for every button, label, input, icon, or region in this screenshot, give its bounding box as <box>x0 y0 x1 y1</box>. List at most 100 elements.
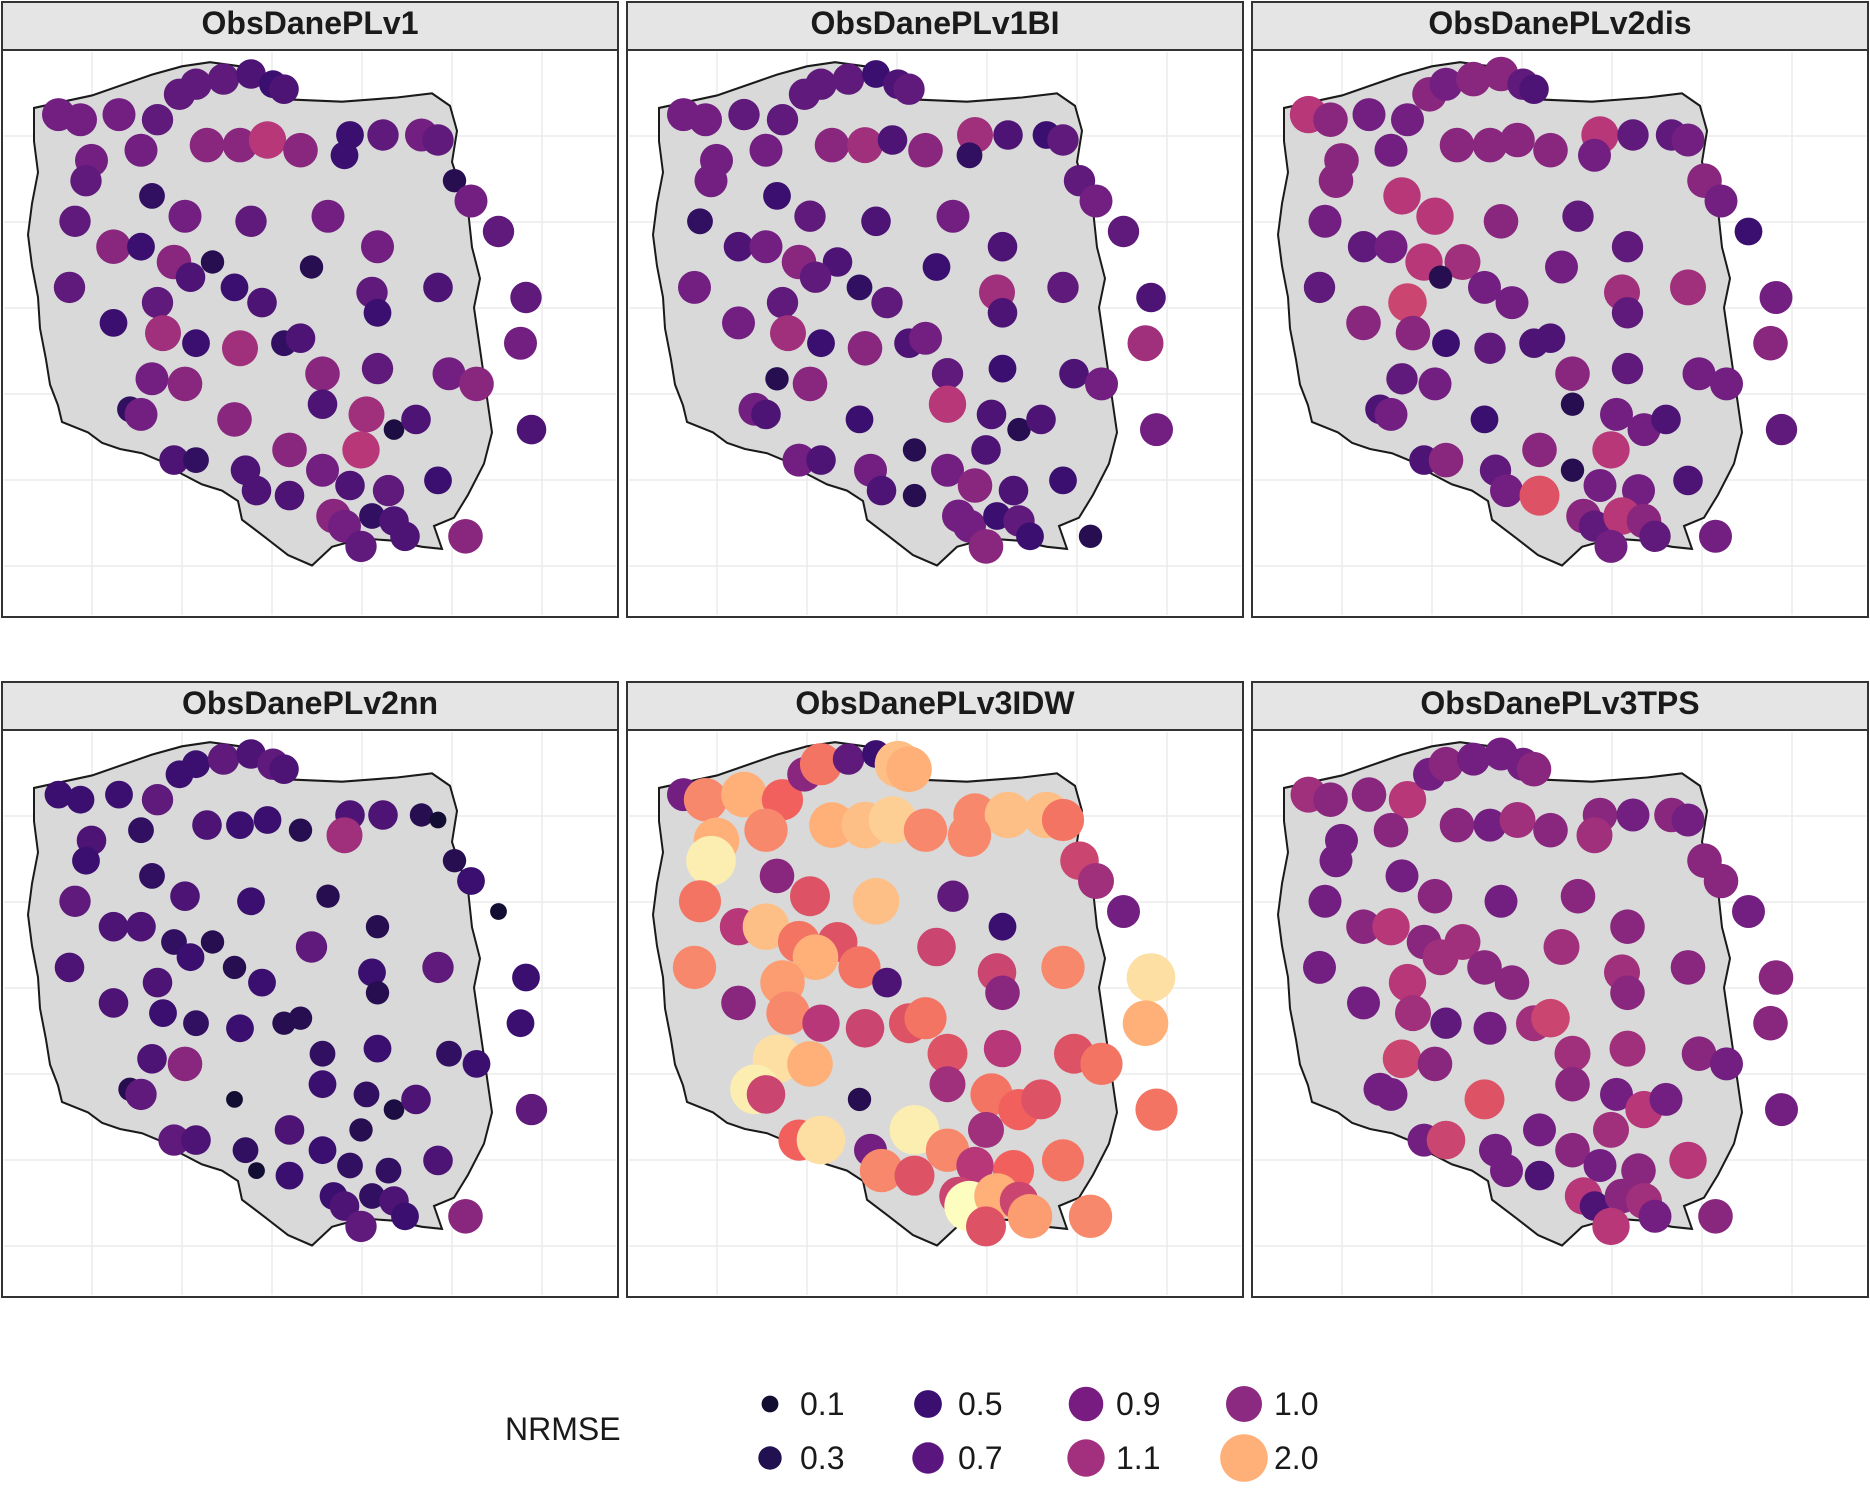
station-point <box>1426 1120 1466 1160</box>
station-point <box>1122 1000 1169 1046</box>
station-point <box>307 389 338 420</box>
station-point <box>759 858 795 894</box>
station-point <box>683 778 728 822</box>
station-point <box>1704 184 1738 218</box>
panel-title: ObsDanePLv3TPS <box>1420 685 1699 721</box>
station-point <box>1386 363 1418 395</box>
station-point <box>672 945 717 990</box>
station-point <box>141 286 174 319</box>
station-point <box>1047 271 1079 304</box>
station-point <box>908 132 943 168</box>
station-point <box>159 445 189 475</box>
station-point <box>222 127 258 163</box>
station-point <box>1610 975 1645 1011</box>
station-point <box>309 1040 336 1067</box>
station-point <box>1522 432 1557 468</box>
station-point <box>984 791 1032 839</box>
station-point <box>1107 895 1140 928</box>
station-point <box>678 880 722 923</box>
station-point <box>862 60 890 88</box>
station-point <box>1555 1066 1590 1102</box>
station-point <box>687 208 713 235</box>
station-point <box>1703 863 1739 899</box>
station-point <box>766 991 810 1035</box>
station-point <box>723 231 754 262</box>
station-point <box>272 432 307 468</box>
station-point <box>401 1084 431 1115</box>
station-point <box>902 438 927 462</box>
station-point <box>99 309 128 337</box>
station-point <box>1136 282 1166 313</box>
station-point <box>1583 469 1617 502</box>
station-point <box>1346 909 1381 944</box>
station-point <box>1519 475 1560 516</box>
station-point <box>872 967 902 998</box>
station-point <box>124 133 158 167</box>
panel-title: ObsDanePLv1BI <box>811 5 1060 41</box>
map-panel: ObsDanePLv2nn <box>1 681 619 1298</box>
station-point <box>1346 305 1381 341</box>
station-point <box>1698 1199 1733 1234</box>
station-point <box>909 321 942 355</box>
station-point <box>983 1029 1022 1068</box>
legend-item: 1.0 <box>1226 1386 1318 1422</box>
station-point <box>158 1124 190 1156</box>
station-point <box>139 863 165 889</box>
station-point <box>189 127 225 163</box>
station-point <box>1140 413 1173 447</box>
station-point <box>207 63 240 95</box>
station-point <box>1439 807 1475 843</box>
station-point <box>1543 929 1580 965</box>
station-point <box>1308 204 1342 238</box>
station-point <box>1388 963 1427 1002</box>
station-point <box>127 232 155 261</box>
station-point <box>722 306 755 340</box>
station-point <box>66 785 95 814</box>
station-point <box>137 1044 167 1074</box>
station-point <box>149 999 177 1027</box>
station-point <box>694 164 728 198</box>
station-point <box>845 405 874 434</box>
station-point <box>274 1115 305 1145</box>
station-point <box>1545 250 1578 284</box>
station-point <box>1622 474 1655 508</box>
station-point <box>429 811 447 829</box>
station-point <box>1473 1011 1507 1045</box>
station-point <box>1374 133 1408 167</box>
station-point <box>968 1111 1004 1148</box>
station-point <box>1578 138 1611 172</box>
station-point <box>770 315 806 352</box>
station-point <box>288 1006 313 1030</box>
station-point <box>308 1070 337 1099</box>
station-point <box>248 968 276 997</box>
station-point <box>956 142 983 169</box>
station-point <box>866 475 897 506</box>
station-point <box>1422 939 1459 976</box>
station-point <box>1444 244 1481 280</box>
station-point <box>796 1115 846 1165</box>
station-point <box>1467 950 1502 985</box>
station-point <box>1457 742 1490 776</box>
station-point <box>1347 986 1380 1020</box>
station-point <box>1593 1111 1629 1148</box>
station-point <box>792 934 839 980</box>
station-point <box>358 958 386 987</box>
map-panel: ObsDanePLv3IDW <box>626 681 1244 1298</box>
station-point <box>1649 1082 1683 1116</box>
station-point <box>288 818 313 842</box>
station-point <box>792 366 828 402</box>
station-point <box>1576 817 1613 854</box>
station-point <box>236 59 266 89</box>
station-point <box>1079 184 1113 218</box>
station-point <box>285 323 316 354</box>
station-point <box>838 946 881 989</box>
station-point <box>1388 283 1427 322</box>
station-point <box>822 247 853 277</box>
station-point <box>1673 465 1703 496</box>
panel-strip <box>1 681 619 731</box>
station-point <box>53 271 86 304</box>
station-point <box>1753 1005 1788 1041</box>
station-point <box>335 470 365 501</box>
station-point <box>64 103 97 137</box>
station-point <box>506 1009 535 1038</box>
